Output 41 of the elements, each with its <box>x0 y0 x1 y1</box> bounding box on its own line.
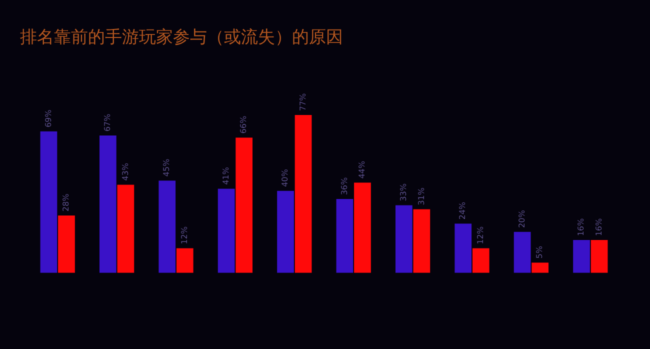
data-label: 28% <box>62 193 71 212</box>
data-label: 12% <box>180 226 189 244</box>
bar <box>590 240 608 273</box>
bar <box>573 240 590 273</box>
data-label: 16% <box>594 218 604 236</box>
bar <box>58 215 75 273</box>
bar <box>117 184 134 273</box>
data-label: 69% <box>44 109 53 128</box>
bar <box>99 136 116 273</box>
bar <box>336 199 354 273</box>
bar <box>218 188 235 273</box>
data-label: 43% <box>120 162 130 181</box>
bar <box>454 224 472 273</box>
data-label: 41% <box>221 166 230 185</box>
data-label: 16% <box>576 218 586 236</box>
bar <box>354 182 371 273</box>
data-label: 36% <box>340 176 349 196</box>
bar <box>532 262 549 273</box>
data-label: 40% <box>280 168 290 187</box>
bar <box>294 115 312 273</box>
data-label: 24% <box>458 201 468 220</box>
data-label: 44% <box>358 160 367 179</box>
data-label: 33% <box>399 183 408 202</box>
bar <box>514 232 531 273</box>
data-label: 66% <box>239 115 248 134</box>
data-label: 20% <box>517 210 526 228</box>
bar <box>236 138 253 273</box>
data-label: 12% <box>476 226 485 244</box>
bar <box>176 248 194 273</box>
bar <box>40 131 58 273</box>
data-label: 31% <box>416 187 426 206</box>
bar <box>472 248 490 273</box>
bar <box>413 209 430 273</box>
bar <box>395 205 412 273</box>
data-label: 77% <box>298 92 308 112</box>
data-label: 45% <box>162 158 172 177</box>
bar <box>158 180 176 273</box>
data-label: 67% <box>103 113 112 132</box>
bar <box>277 190 294 273</box>
data-label: 5% <box>535 245 544 259</box>
chart-title: 排名靠前的手游玩家参与（或流失）的原因 <box>20 28 343 48</box>
